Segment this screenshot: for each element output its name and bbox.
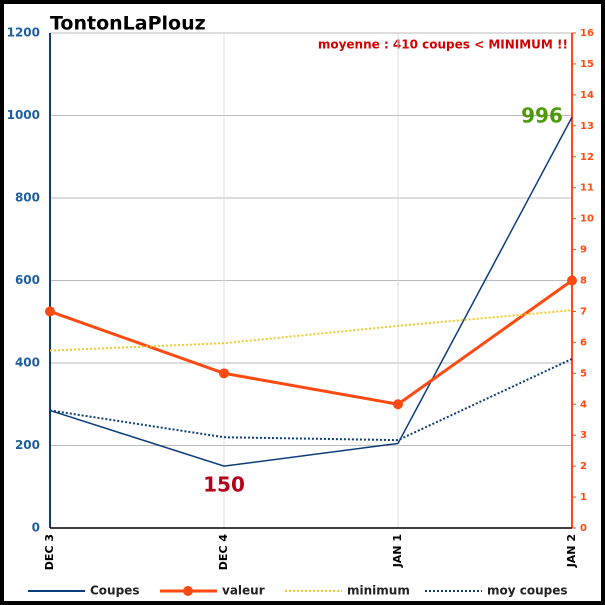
y2-tick-label: 5 xyxy=(580,368,587,379)
y-tick-label: 1000 xyxy=(7,108,40,122)
data-label: 996 xyxy=(521,104,563,128)
y-tick-label: 1200 xyxy=(7,26,40,40)
y2-tick-label: 1 xyxy=(580,492,587,503)
y2-tick-label: 6 xyxy=(580,337,587,348)
legend-label: valeur xyxy=(222,584,265,598)
y2-tick-label: 9 xyxy=(580,245,587,256)
y2-tick-label: 4 xyxy=(580,399,587,410)
y2-tick-label: 3 xyxy=(580,430,587,441)
y2-tick-label: 10 xyxy=(580,214,594,225)
series-line xyxy=(49,279,573,406)
x-tick-label: JAN 1 xyxy=(391,534,404,568)
y2-tick-label: 7 xyxy=(580,306,587,317)
y2-tick-label: 16 xyxy=(580,28,594,39)
marker xyxy=(567,275,577,286)
y-tick-label: 600 xyxy=(15,273,40,287)
series-line xyxy=(49,357,573,442)
marker xyxy=(45,306,55,317)
marker xyxy=(393,399,403,410)
x-tick-label: JAN 2 xyxy=(565,534,578,568)
annotation: moyenne : 410 coupes < MINIMUM !! xyxy=(318,38,568,52)
y-tick-label: 0 xyxy=(32,521,40,535)
y2-tick-label: 8 xyxy=(580,276,587,287)
y-tick-label: 400 xyxy=(15,356,40,370)
y-tick-label: 800 xyxy=(15,191,40,205)
x-tick-label: DEC 3 xyxy=(43,534,56,570)
y2-tick-label: 0 xyxy=(580,523,587,534)
marker xyxy=(219,368,229,379)
data-label: 150 xyxy=(203,473,245,497)
y2-tick-label: 12 xyxy=(580,152,594,163)
legend-label: Coupes xyxy=(90,584,139,598)
chart-title: TontonLaPlouz xyxy=(50,13,206,35)
legend-marker xyxy=(183,586,193,596)
y-tick-label: 200 xyxy=(15,438,40,452)
y2-tick-label: 14 xyxy=(580,90,594,101)
legend-label: minimum xyxy=(347,584,410,598)
y2-tick-label: 2 xyxy=(580,461,587,472)
y2-tick-label: 15 xyxy=(580,59,594,70)
y2-tick-label: 11 xyxy=(580,183,594,194)
y2-tick-label: 13 xyxy=(580,121,594,132)
x-tick-label: DEC 4 xyxy=(217,534,230,571)
series-line xyxy=(49,116,573,467)
legend-label: moy coupes xyxy=(487,584,568,598)
series-line xyxy=(49,309,573,352)
